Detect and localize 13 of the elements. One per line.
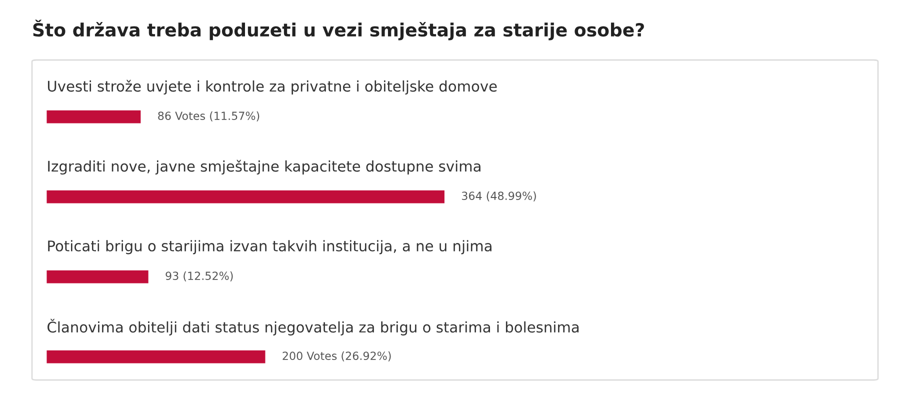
bar bbox=[46, 270, 148, 284]
data-label: 86 Votes (11.57%) bbox=[158, 111, 260, 122]
y-tick-label: Izgraditi nove, javne smještajne kapacitete dostupne svima bbox=[48, 160, 480, 175]
chart-title: Što država treba poduzeti u vezi smještaja za starije osobe? bbox=[33, 20, 644, 40]
data-label: 93 (12.52%) bbox=[166, 271, 233, 282]
data-label: 200 Votes (26.92%) bbox=[282, 351, 391, 362]
y-tick-label: Poticati brigu o starijima izvan takvih institucija, a ne u njima bbox=[48, 240, 492, 254]
bar bbox=[46, 350, 266, 364]
y-tick-label: Članovima obitelji dati status njegovatelja za brigu o starima i bolesnima bbox=[48, 318, 579, 336]
y-tick-label: Uvesti strože uvjete i kontrole za privatne i obiteljske domove bbox=[48, 80, 497, 95]
bar bbox=[46, 190, 444, 204]
bar bbox=[46, 110, 141, 124]
data-label: 364 (48.99%) bbox=[462, 191, 536, 202]
